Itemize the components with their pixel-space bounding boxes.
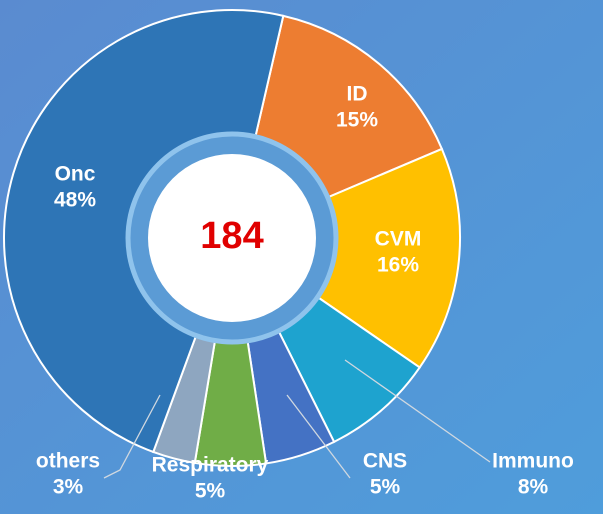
center-circle <box>148 154 316 322</box>
slice-value: 5% <box>370 476 401 499</box>
leader-line <box>344 359 491 463</box>
slice-value: 3% <box>53 476 84 499</box>
leader-line <box>103 394 161 479</box>
slice-label: Onc <box>55 163 96 186</box>
slice-value: 48% <box>54 189 96 212</box>
leader-line <box>286 394 351 479</box>
slice-value: 8% <box>518 476 549 499</box>
slice-value: 15% <box>336 109 378 132</box>
slice <box>229 147 461 369</box>
slice-label: others <box>36 450 100 473</box>
slice-label: Immuno <box>492 450 574 473</box>
slice-label: Respiratory <box>152 454 269 477</box>
slice-value: 16% <box>377 254 419 277</box>
slice-label: CNS <box>363 450 407 473</box>
slice-value: 5% <box>195 480 226 503</box>
center-label: 184 <box>200 215 263 257</box>
slice-label: CVM <box>375 228 422 251</box>
slice-label: ID <box>347 83 368 106</box>
